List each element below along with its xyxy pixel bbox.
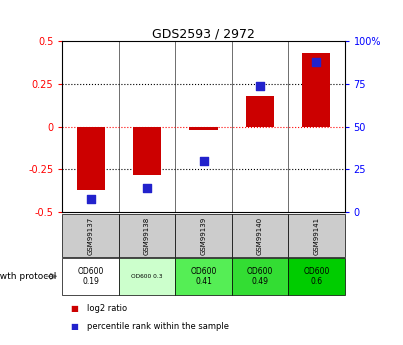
Bar [302,53,330,127]
Text: OD600 0.3: OD600 0.3 [131,274,163,279]
Text: OD600
0.6: OD600 0.6 [303,267,330,286]
Title: GDS2593 / 2972: GDS2593 / 2972 [152,27,255,40]
Point [144,186,150,191]
Point [87,196,94,201]
Text: OD600
0.19: OD600 0.19 [77,267,104,286]
Text: percentile rank within the sample: percentile rank within the sample [87,322,229,331]
Point [257,83,263,89]
Text: GSM99141: GSM99141 [314,216,319,255]
Text: GSM99138: GSM99138 [144,216,150,255]
Point [200,158,207,164]
Text: GSM99139: GSM99139 [201,216,206,255]
Text: GSM99137: GSM99137 [88,216,93,255]
Text: ■: ■ [71,304,79,313]
Bar [189,127,218,130]
Point [313,59,320,65]
Text: log2 ratio: log2 ratio [87,304,127,313]
Text: ■: ■ [71,322,79,331]
Bar [246,96,274,127]
Text: growth protocol: growth protocol [0,272,56,281]
Text: OD600
0.49: OD600 0.49 [247,267,273,286]
Text: OD600
0.41: OD600 0.41 [190,267,217,286]
Text: GSM99140: GSM99140 [257,216,263,255]
Bar [77,127,105,190]
Bar [133,127,161,175]
